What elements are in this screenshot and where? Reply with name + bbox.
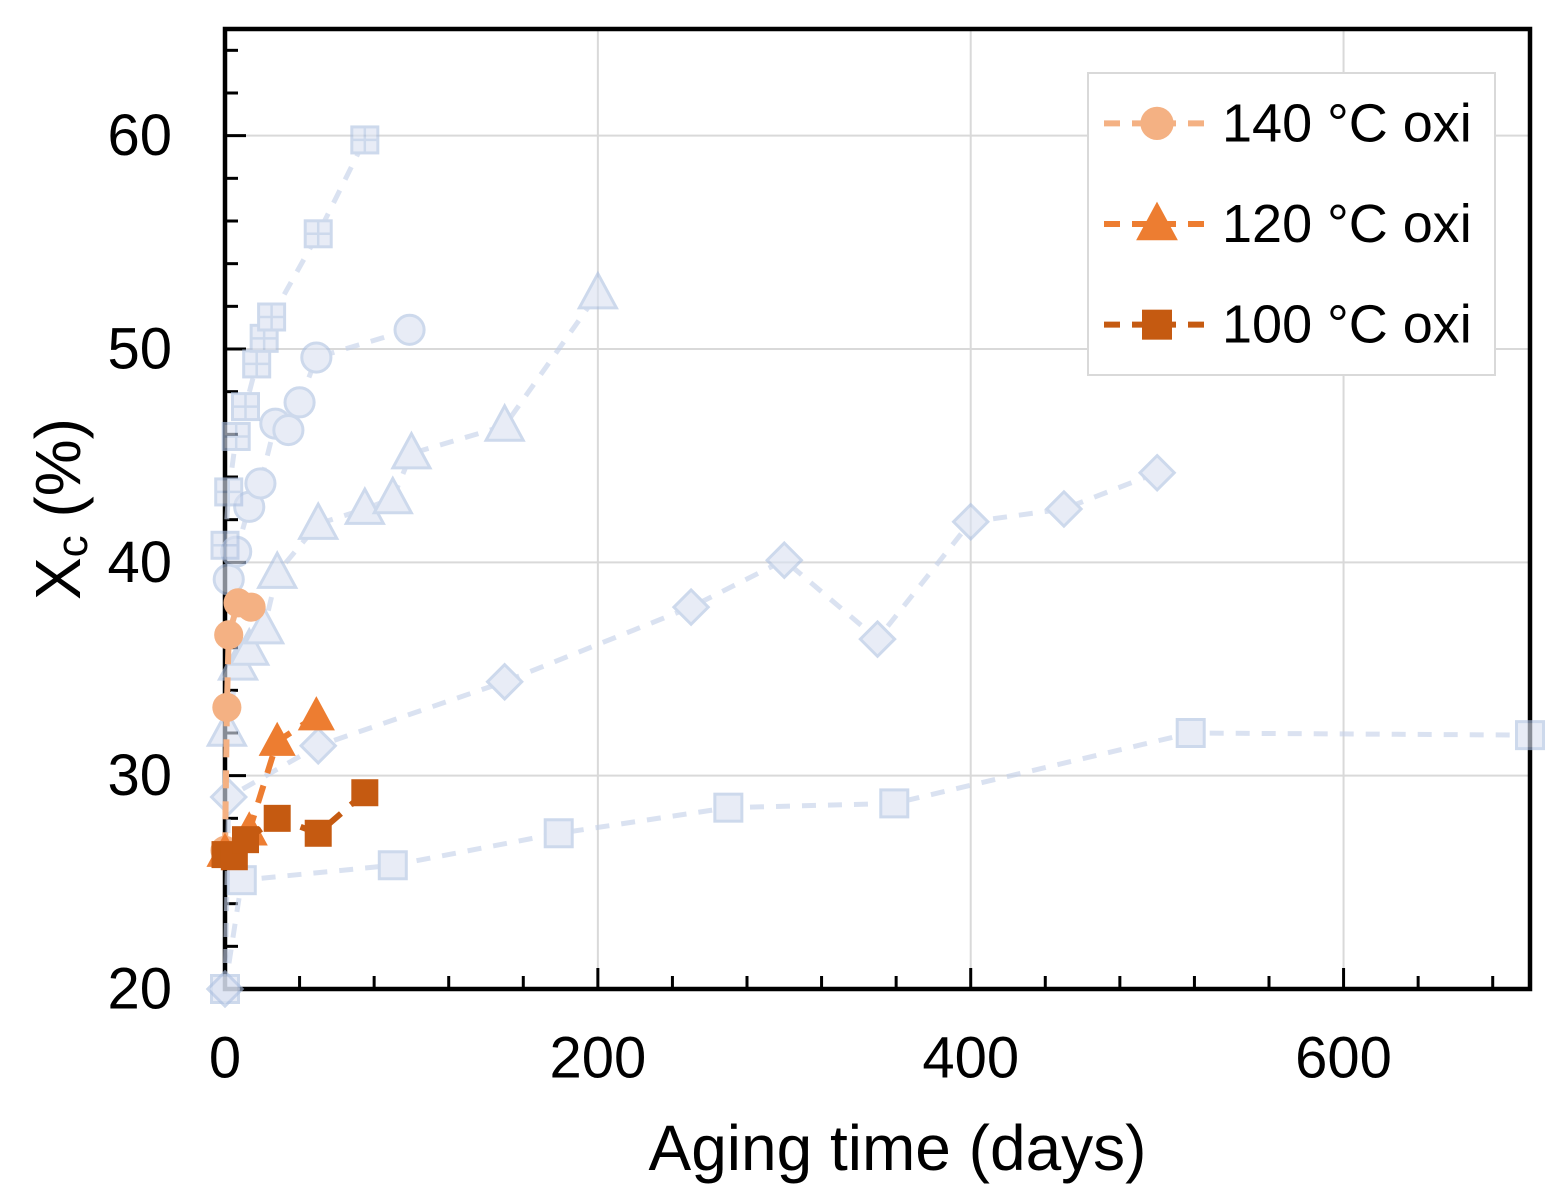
square-marker [1515, 720, 1545, 751]
diamond-marker [671, 587, 711, 627]
square-marker [304, 819, 332, 847]
square-marker [713, 792, 744, 823]
fade-diamonds-line [222, 470, 1159, 990]
circle-marker [212, 692, 242, 722]
legend-item-140c-oxi: 140 °C oxi [1104, 93, 1472, 153]
x-axis-title: Aging time (days) [649, 1112, 1147, 1184]
legend-label: 100 °C oxi [1222, 295, 1472, 355]
triangle-marker [258, 721, 296, 756]
circle-marker [300, 341, 333, 374]
fade-squares-line [222, 730, 1531, 990]
x-tick-label: 600 [1295, 1026, 1392, 1091]
diamond-marker [485, 662, 524, 702]
y-tick-label: 30 [107, 743, 172, 808]
diamond-marker [951, 502, 990, 542]
square-marker [377, 850, 408, 881]
diamond-marker [1044, 489, 1084, 529]
x-tick-label: 0 [209, 1026, 241, 1091]
y-tick-label: 50 [107, 317, 172, 382]
triangle-marker [371, 475, 414, 515]
legend-label: 120 °C oxi [1222, 194, 1472, 254]
legend-item-120c-oxi: 120 °C oxi [1104, 194, 1472, 254]
diamond-marker [209, 777, 249, 817]
fade-triangles [205, 270, 619, 747]
triangle-marker [243, 605, 286, 645]
diamond-marker [1137, 453, 1177, 493]
y-tick-label: 60 [107, 103, 172, 168]
square-marker [543, 818, 574, 849]
y-tick-label: 40 [107, 530, 172, 595]
legend-item-100c-oxi: 100 °C oxi [1104, 295, 1472, 355]
circle-marker [272, 414, 305, 447]
square-marker [263, 804, 291, 832]
triangle-marker [390, 430, 433, 470]
circle-marker [214, 620, 244, 650]
diamond-marker [765, 540, 804, 580]
fade-diamonds [205, 453, 1177, 1009]
y-tick-label: 20 [107, 957, 172, 1022]
triangle-marker [1136, 201, 1178, 241]
triangle-marker [256, 550, 299, 589]
square-marker [351, 779, 379, 807]
y-axis-title: Xc (%) [22, 418, 97, 600]
plot-border [222, 26, 1533, 992]
circle-marker [236, 592, 266, 622]
square-marker [226, 865, 257, 896]
triangle-marker [297, 500, 340, 540]
diamond-marker [205, 969, 245, 1009]
circle-marker [393, 313, 426, 346]
series-100c-oxi [211, 779, 379, 871]
circle-marker [244, 467, 277, 500]
triangle-marker [576, 270, 619, 310]
triangle-marker [483, 402, 526, 442]
triangle-marker [297, 696, 335, 731]
x-tick-label: 400 [922, 1026, 1019, 1091]
legend-label: 140 °C oxi [1222, 93, 1472, 153]
triangle-marker [228, 626, 271, 666]
square-marker [879, 788, 910, 819]
triangle-marker [343, 486, 386, 525]
fade-gridsquares [210, 125, 380, 560]
circle-marker [1140, 106, 1174, 140]
square-marker [232, 826, 260, 854]
diamond-marker [858, 619, 897, 659]
square-marker [1142, 309, 1172, 340]
y-axis-tick-labels: 20 30 40 50 60 [107, 103, 172, 1021]
square-marker [1175, 718, 1206, 748]
circle-marker [283, 386, 316, 419]
x-axis-tick-labels: 0 200 400 600 [209, 1026, 1392, 1091]
fade-circles [212, 313, 426, 596]
diamond-marker [298, 726, 338, 766]
x-tick-label: 200 [549, 1026, 646, 1091]
chart-legend: 140 °C oxi 120 °C oxi 100 °C oxi [1087, 72, 1496, 376]
